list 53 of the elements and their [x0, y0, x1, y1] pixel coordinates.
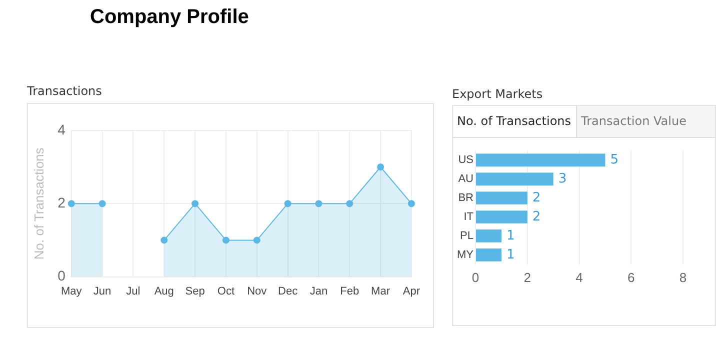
data-label: 5: [610, 152, 618, 168]
bar: [476, 248, 502, 262]
x-tick-label: 4: [576, 270, 583, 285]
data-label: 2: [532, 190, 541, 206]
y-tick-label: 2: [58, 194, 66, 210]
y-tick-label: BR: [458, 192, 474, 204]
data-label: 2: [532, 209, 541, 224]
point: [284, 200, 292, 208]
point: [192, 200, 199, 208]
data-label: 1: [506, 247, 515, 262]
y-tick-label: MY: [457, 248, 474, 261]
x-tick-label: Aug: [154, 285, 174, 298]
chart-title: Transactions: [27, 84, 102, 98]
data-label: 3: [558, 171, 567, 186]
bar: [476, 172, 554, 186]
x-tick-label: 6: [628, 270, 635, 285]
point: [160, 236, 168, 244]
bar: [476, 230, 502, 242]
x-tick-label: 8: [679, 270, 687, 285]
x-tick-label: Dec: [278, 285, 298, 298]
chart-title: Export Markets: [452, 87, 543, 101]
data-label: 1: [506, 228, 515, 244]
x-tick-label: Jun: [93, 285, 112, 298]
y-axis-title: No. of Transactions: [31, 147, 46, 260]
x-tick-label: 2: [524, 270, 531, 285]
x-tick-label: Oct: [217, 285, 235, 298]
bar: [476, 154, 606, 166]
bar: [476, 192, 528, 204]
text: Company Profile: [90, 6, 249, 29]
point: [346, 200, 354, 208]
x-tick-label: Sep: [185, 285, 205, 298]
y-tick-label: IT: [464, 211, 474, 224]
y-tick-label: US: [458, 154, 474, 166]
point: [68, 200, 75, 208]
x-tick-label: Nov: [247, 285, 268, 298]
text: Transaction Value: [576, 106, 715, 137]
point: [377, 164, 384, 170]
y-tick-label: 4: [58, 121, 66, 138]
point: [253, 236, 260, 244]
x-tick-label: May: [60, 285, 82, 298]
x-tick-label: Feb: [340, 285, 360, 298]
y-tick-label: PL: [460, 230, 474, 242]
text: No. of Transactions: [453, 106, 576, 137]
bar: [476, 210, 528, 224]
x-tick-label: Mar: [371, 285, 390, 298]
x-tick-label: Jan: [310, 285, 328, 298]
point: [98, 200, 106, 208]
point: [408, 200, 415, 208]
point: [315, 200, 322, 208]
x-tick-label: Apr: [402, 285, 420, 298]
point: [222, 236, 230, 244]
x-tick-label: Jul: [126, 285, 140, 298]
y-tick-label: AU: [458, 173, 474, 186]
